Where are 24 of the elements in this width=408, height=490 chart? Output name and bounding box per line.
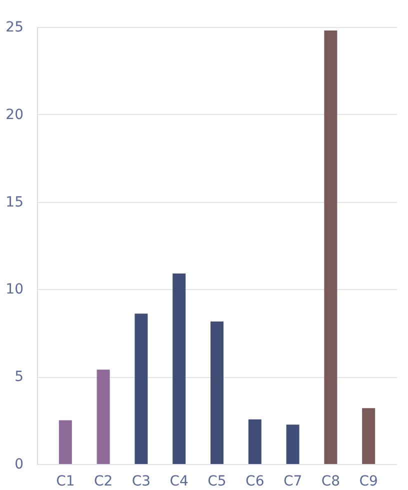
x-tick-label: C1 [56,474,75,490]
y-tick-label: 0 [14,456,24,472]
y-tick-label: 5 [14,369,24,386]
x-tick-label: C8 [321,474,340,490]
x-tick-label: C5 [208,474,226,490]
bar [134,314,148,464]
y-tick-label: 25 [6,20,24,36]
bar [210,322,224,464]
y-tick-label: 15 [6,194,24,210]
y-tick-label: 10 [6,282,24,298]
bar [172,273,186,464]
bar [248,419,262,464]
bar [96,370,110,464]
x-tick-label: C2 [94,474,113,490]
bar [324,30,338,464]
x-tick-label: C9 [359,474,378,490]
x-tick-label: C7 [283,474,302,490]
x-tick-label: C3 [132,474,151,490]
bar [362,408,376,464]
bar [58,420,72,464]
x-tick-label: C4 [170,474,189,490]
x-tick-label: C6 [246,474,264,490]
bar [286,424,300,464]
y-tick-label: 20 [6,106,24,123]
